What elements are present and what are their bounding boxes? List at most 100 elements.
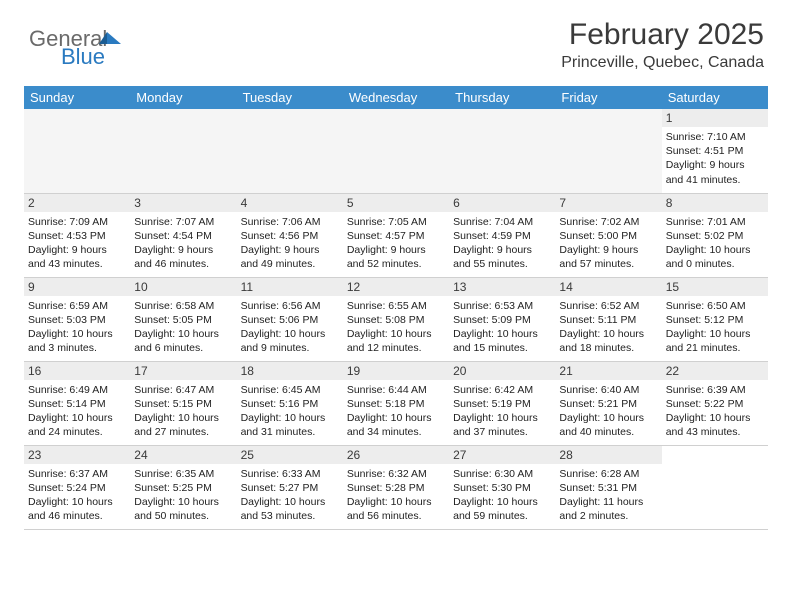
day-details: Sunrise: 6:49 AMSunset: 5:14 PMDaylight:…	[24, 380, 130, 442]
calendar-week-row: 23Sunrise: 6:37 AMSunset: 5:24 PMDayligh…	[24, 445, 768, 529]
day-details: Sunrise: 6:37 AMSunset: 5:24 PMDaylight:…	[24, 464, 130, 526]
day-number: 28	[555, 446, 661, 464]
day-number: 21	[555, 362, 661, 380]
day-number: 25	[237, 446, 343, 464]
calendar-cell: 17Sunrise: 6:47 AMSunset: 5:15 PMDayligh…	[130, 361, 236, 445]
calendar-table: SundayMondayTuesdayWednesdayThursdayFrid…	[24, 86, 768, 530]
day-number: 12	[343, 278, 449, 296]
day-details: Sunrise: 7:09 AMSunset: 4:53 PMDaylight:…	[24, 212, 130, 274]
day-number: 6	[449, 194, 555, 212]
calendar-cell: 11Sunrise: 6:56 AMSunset: 5:06 PMDayligh…	[237, 277, 343, 361]
day-number: 11	[237, 278, 343, 296]
day-details: Sunrise: 6:42 AMSunset: 5:19 PMDaylight:…	[449, 380, 555, 442]
day-number: 10	[130, 278, 236, 296]
calendar-cell: 8Sunrise: 7:01 AMSunset: 5:02 PMDaylight…	[662, 193, 768, 277]
day-details: Sunrise: 6:40 AMSunset: 5:21 PMDaylight:…	[555, 380, 661, 442]
day-details: Sunrise: 6:32 AMSunset: 5:28 PMDaylight:…	[343, 464, 449, 526]
day-number: 19	[343, 362, 449, 380]
day-number: 20	[449, 362, 555, 380]
weekday-header: Sunday	[24, 86, 130, 109]
calendar-cell: 4Sunrise: 7:06 AMSunset: 4:56 PMDaylight…	[237, 193, 343, 277]
weekday-header: Saturday	[662, 86, 768, 109]
weekday-header: Wednesday	[343, 86, 449, 109]
calendar-cell: 2Sunrise: 7:09 AMSunset: 4:53 PMDaylight…	[24, 193, 130, 277]
day-details: Sunrise: 6:52 AMSunset: 5:11 PMDaylight:…	[555, 296, 661, 358]
calendar-cell: 6Sunrise: 7:04 AMSunset: 4:59 PMDaylight…	[449, 193, 555, 277]
calendar-cell: 22Sunrise: 6:39 AMSunset: 5:22 PMDayligh…	[662, 361, 768, 445]
day-number: 24	[130, 446, 236, 464]
calendar-cell: 16Sunrise: 6:49 AMSunset: 5:14 PMDayligh…	[24, 361, 130, 445]
day-number: 18	[237, 362, 343, 380]
calendar-week-row: 2Sunrise: 7:09 AMSunset: 4:53 PMDaylight…	[24, 193, 768, 277]
day-details: Sunrise: 7:01 AMSunset: 5:02 PMDaylight:…	[662, 212, 768, 274]
calendar-cell: 28Sunrise: 6:28 AMSunset: 5:31 PMDayligh…	[555, 445, 661, 529]
day-number: 4	[237, 194, 343, 212]
weekday-header: Friday	[555, 86, 661, 109]
day-number: 17	[130, 362, 236, 380]
logo-shape: General Blue	[29, 24, 123, 69]
header: General Blue February 2025 Princeville, …	[0, 0, 792, 78]
calendar-cell: 19Sunrise: 6:44 AMSunset: 5:18 PMDayligh…	[343, 361, 449, 445]
calendar-cell	[237, 109, 343, 193]
day-details: Sunrise: 6:45 AMSunset: 5:16 PMDaylight:…	[237, 380, 343, 442]
day-number: 15	[662, 278, 768, 296]
calendar-cell	[24, 109, 130, 193]
day-number: 23	[24, 446, 130, 464]
calendar-cell: 1Sunrise: 7:10 AMSunset: 4:51 PMDaylight…	[662, 109, 768, 193]
calendar-cell: 13Sunrise: 6:53 AMSunset: 5:09 PMDayligh…	[449, 277, 555, 361]
day-details: Sunrise: 6:28 AMSunset: 5:31 PMDaylight:…	[555, 464, 661, 526]
page-title: February 2025	[561, 18, 764, 52]
day-details: Sunrise: 6:33 AMSunset: 5:27 PMDaylight:…	[237, 464, 343, 526]
calendar-cell: 21Sunrise: 6:40 AMSunset: 5:21 PMDayligh…	[555, 361, 661, 445]
title-block: February 2025 Princeville, Quebec, Canad…	[561, 18, 764, 72]
day-details: Sunrise: 7:07 AMSunset: 4:54 PMDaylight:…	[130, 212, 236, 274]
calendar-cell: 9Sunrise: 6:59 AMSunset: 5:03 PMDaylight…	[24, 277, 130, 361]
day-number: 5	[343, 194, 449, 212]
calendar-cell: 15Sunrise: 6:50 AMSunset: 5:12 PMDayligh…	[662, 277, 768, 361]
day-number: 22	[662, 362, 768, 380]
day-details: Sunrise: 7:04 AMSunset: 4:59 PMDaylight:…	[449, 212, 555, 274]
calendar-cell: 12Sunrise: 6:55 AMSunset: 5:08 PMDayligh…	[343, 277, 449, 361]
calendar-cell: 5Sunrise: 7:05 AMSunset: 4:57 PMDaylight…	[343, 193, 449, 277]
calendar-cell: 10Sunrise: 6:58 AMSunset: 5:05 PMDayligh…	[130, 277, 236, 361]
day-number: 16	[24, 362, 130, 380]
day-number: 7	[555, 194, 661, 212]
calendar-cell: 25Sunrise: 6:33 AMSunset: 5:27 PMDayligh…	[237, 445, 343, 529]
day-details: Sunrise: 7:05 AMSunset: 4:57 PMDaylight:…	[343, 212, 449, 274]
weekday-header: Thursday	[449, 86, 555, 109]
day-number: 13	[449, 278, 555, 296]
location-subtitle: Princeville, Quebec, Canada	[561, 54, 764, 72]
calendar-cell: 18Sunrise: 6:45 AMSunset: 5:16 PMDayligh…	[237, 361, 343, 445]
calendar-cell	[555, 109, 661, 193]
calendar-cell	[449, 109, 555, 193]
calendar-cell: 20Sunrise: 6:42 AMSunset: 5:19 PMDayligh…	[449, 361, 555, 445]
day-number: 26	[343, 446, 449, 464]
weekday-header: Monday	[130, 86, 236, 109]
logo-text-blue: Blue	[61, 44, 105, 64]
day-number: 2	[24, 194, 130, 212]
calendar-cell	[662, 445, 768, 529]
calendar-cell	[130, 109, 236, 193]
day-details: Sunrise: 6:35 AMSunset: 5:25 PMDaylight:…	[130, 464, 236, 526]
calendar-cell: 14Sunrise: 6:52 AMSunset: 5:11 PMDayligh…	[555, 277, 661, 361]
logo: General Blue	[28, 24, 123, 69]
day-details: Sunrise: 6:56 AMSunset: 5:06 PMDaylight:…	[237, 296, 343, 358]
day-details: Sunrise: 6:39 AMSunset: 5:22 PMDaylight:…	[662, 380, 768, 442]
day-details: Sunrise: 7:02 AMSunset: 5:00 PMDaylight:…	[555, 212, 661, 274]
day-number: 1	[662, 109, 768, 127]
calendar-week-row: 16Sunrise: 6:49 AMSunset: 5:14 PMDayligh…	[24, 361, 768, 445]
day-details: Sunrise: 6:55 AMSunset: 5:08 PMDaylight:…	[343, 296, 449, 358]
calendar-cell: 27Sunrise: 6:30 AMSunset: 5:30 PMDayligh…	[449, 445, 555, 529]
day-number: 3	[130, 194, 236, 212]
day-details: Sunrise: 6:58 AMSunset: 5:05 PMDaylight:…	[130, 296, 236, 358]
day-number: 9	[24, 278, 130, 296]
calendar-cell	[343, 109, 449, 193]
calendar-cell: 3Sunrise: 7:07 AMSunset: 4:54 PMDaylight…	[130, 193, 236, 277]
day-details: Sunrise: 6:44 AMSunset: 5:18 PMDaylight:…	[343, 380, 449, 442]
day-details: Sunrise: 6:59 AMSunset: 5:03 PMDaylight:…	[24, 296, 130, 358]
calendar-week-row: 1Sunrise: 7:10 AMSunset: 4:51 PMDaylight…	[24, 109, 768, 193]
calendar-cell: 7Sunrise: 7:02 AMSunset: 5:00 PMDaylight…	[555, 193, 661, 277]
weekday-header: Tuesday	[237, 86, 343, 109]
day-details: Sunrise: 7:10 AMSunset: 4:51 PMDaylight:…	[662, 127, 768, 189]
calendar-cell: 24Sunrise: 6:35 AMSunset: 5:25 PMDayligh…	[130, 445, 236, 529]
